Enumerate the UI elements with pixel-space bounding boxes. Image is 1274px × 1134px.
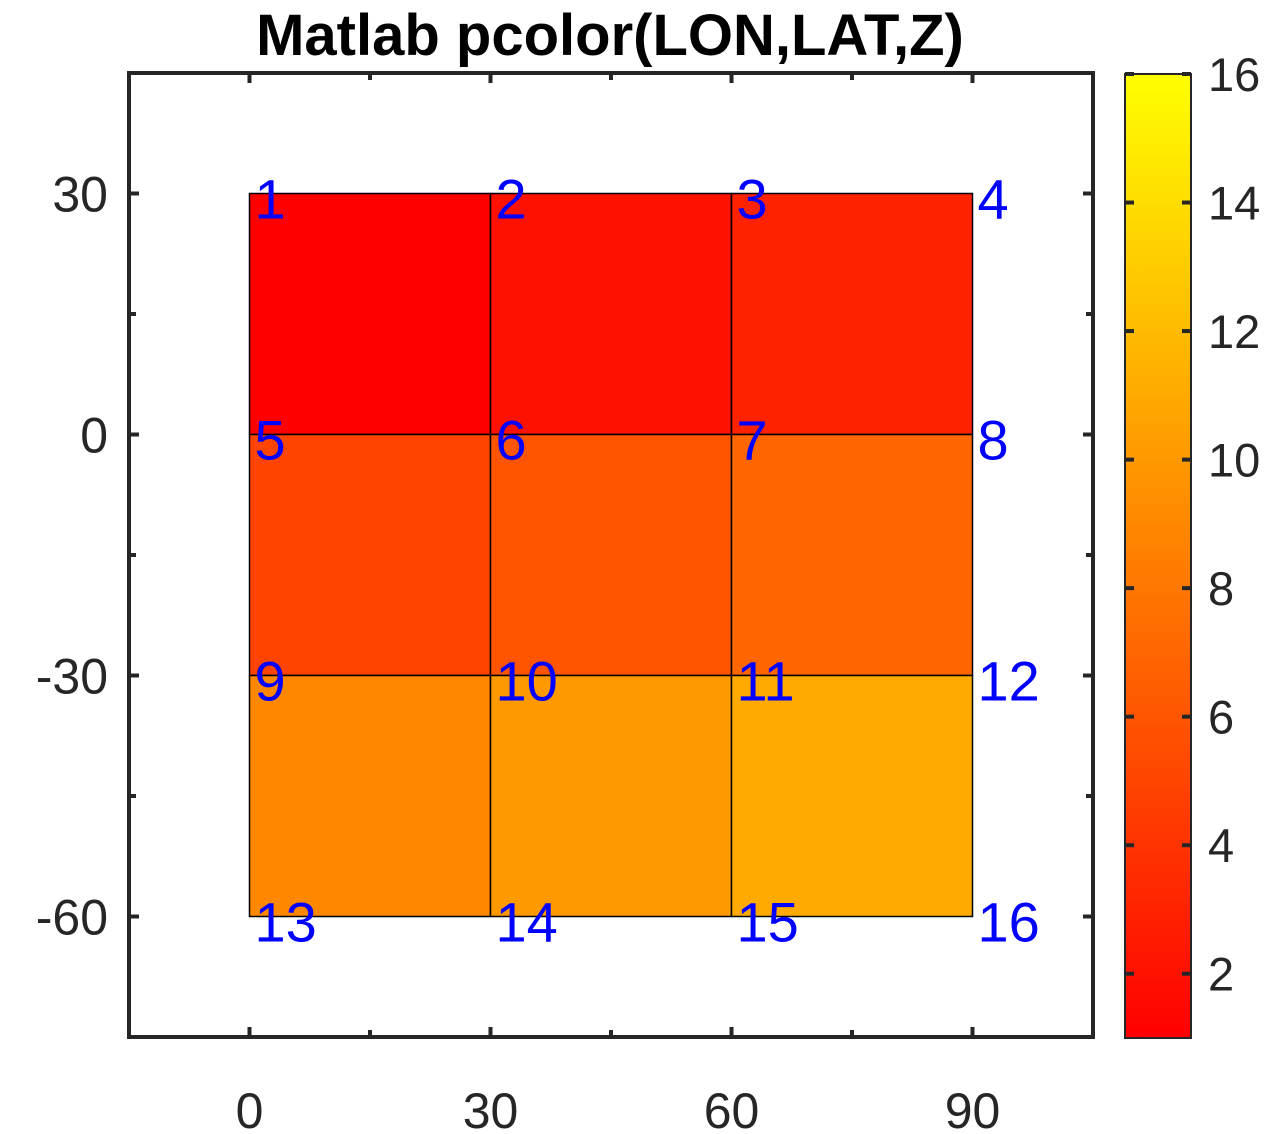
node-label: 9 bbox=[255, 650, 286, 713]
colorbar-tick-label: 12 bbox=[1208, 305, 1260, 358]
node-label: 13 bbox=[255, 891, 317, 954]
node-label: 7 bbox=[737, 409, 768, 472]
node-label: 1 bbox=[255, 168, 286, 231]
y-tick-label: 0 bbox=[80, 408, 108, 464]
colorbar-tick-label: 8 bbox=[1208, 562, 1234, 615]
node-label: 4 bbox=[978, 168, 1009, 231]
pcolor-cell-11 bbox=[730, 674, 974, 918]
pcolor-cell-9 bbox=[248, 674, 492, 918]
colorbar-tick-label: 16 bbox=[1208, 48, 1260, 101]
x-tick-label: 0 bbox=[236, 1083, 264, 1134]
pcolor-cell-5 bbox=[248, 433, 492, 677]
y-tick-label: -60 bbox=[36, 890, 108, 946]
node-label: 2 bbox=[496, 168, 527, 231]
y-tick-label: 30 bbox=[52, 167, 108, 223]
pcolor-cell-2 bbox=[489, 192, 733, 436]
pcolor-cells bbox=[248, 192, 974, 918]
node-label: 8 bbox=[978, 409, 1009, 472]
y-tick-label: -30 bbox=[36, 649, 108, 705]
x-tick-label: 60 bbox=[704, 1083, 760, 1134]
node-label: 10 bbox=[496, 650, 558, 713]
pcolor-cell-3 bbox=[730, 192, 974, 436]
node-label: 3 bbox=[737, 168, 768, 231]
colorbar-tick-label: 4 bbox=[1208, 819, 1234, 872]
chart-title: Matlab pcolor(LON,LAT,Z) bbox=[256, 3, 964, 68]
node-label: 16 bbox=[978, 891, 1040, 954]
x-tick-label: 30 bbox=[463, 1083, 519, 1134]
node-label: 15 bbox=[737, 891, 799, 954]
node-label: 11 bbox=[737, 650, 795, 713]
colorbar-tick-label: 14 bbox=[1208, 177, 1260, 230]
pcolor-cell-1 bbox=[248, 192, 492, 436]
colorbar: 2 4 6 8 10 12 14 16 bbox=[1124, 48, 1260, 1039]
node-label: 12 bbox=[978, 650, 1040, 713]
axis-ticks: 0 30 60 90 30 0 -30 -60 bbox=[36, 71, 1095, 1134]
pcolor-cell-7 bbox=[730, 433, 974, 677]
pcolor-cell-10 bbox=[489, 674, 733, 918]
colorbar-tick-label: 6 bbox=[1208, 691, 1234, 744]
node-label: 14 bbox=[496, 891, 558, 954]
node-label: 6 bbox=[496, 409, 527, 472]
x-tick-label: 90 bbox=[945, 1083, 1001, 1134]
colorbar-tick-label: 2 bbox=[1208, 948, 1234, 1001]
node-label: 5 bbox=[255, 409, 286, 472]
colorbar-gradient bbox=[1124, 73, 1192, 1039]
colorbar-tick-label: 10 bbox=[1208, 434, 1260, 487]
